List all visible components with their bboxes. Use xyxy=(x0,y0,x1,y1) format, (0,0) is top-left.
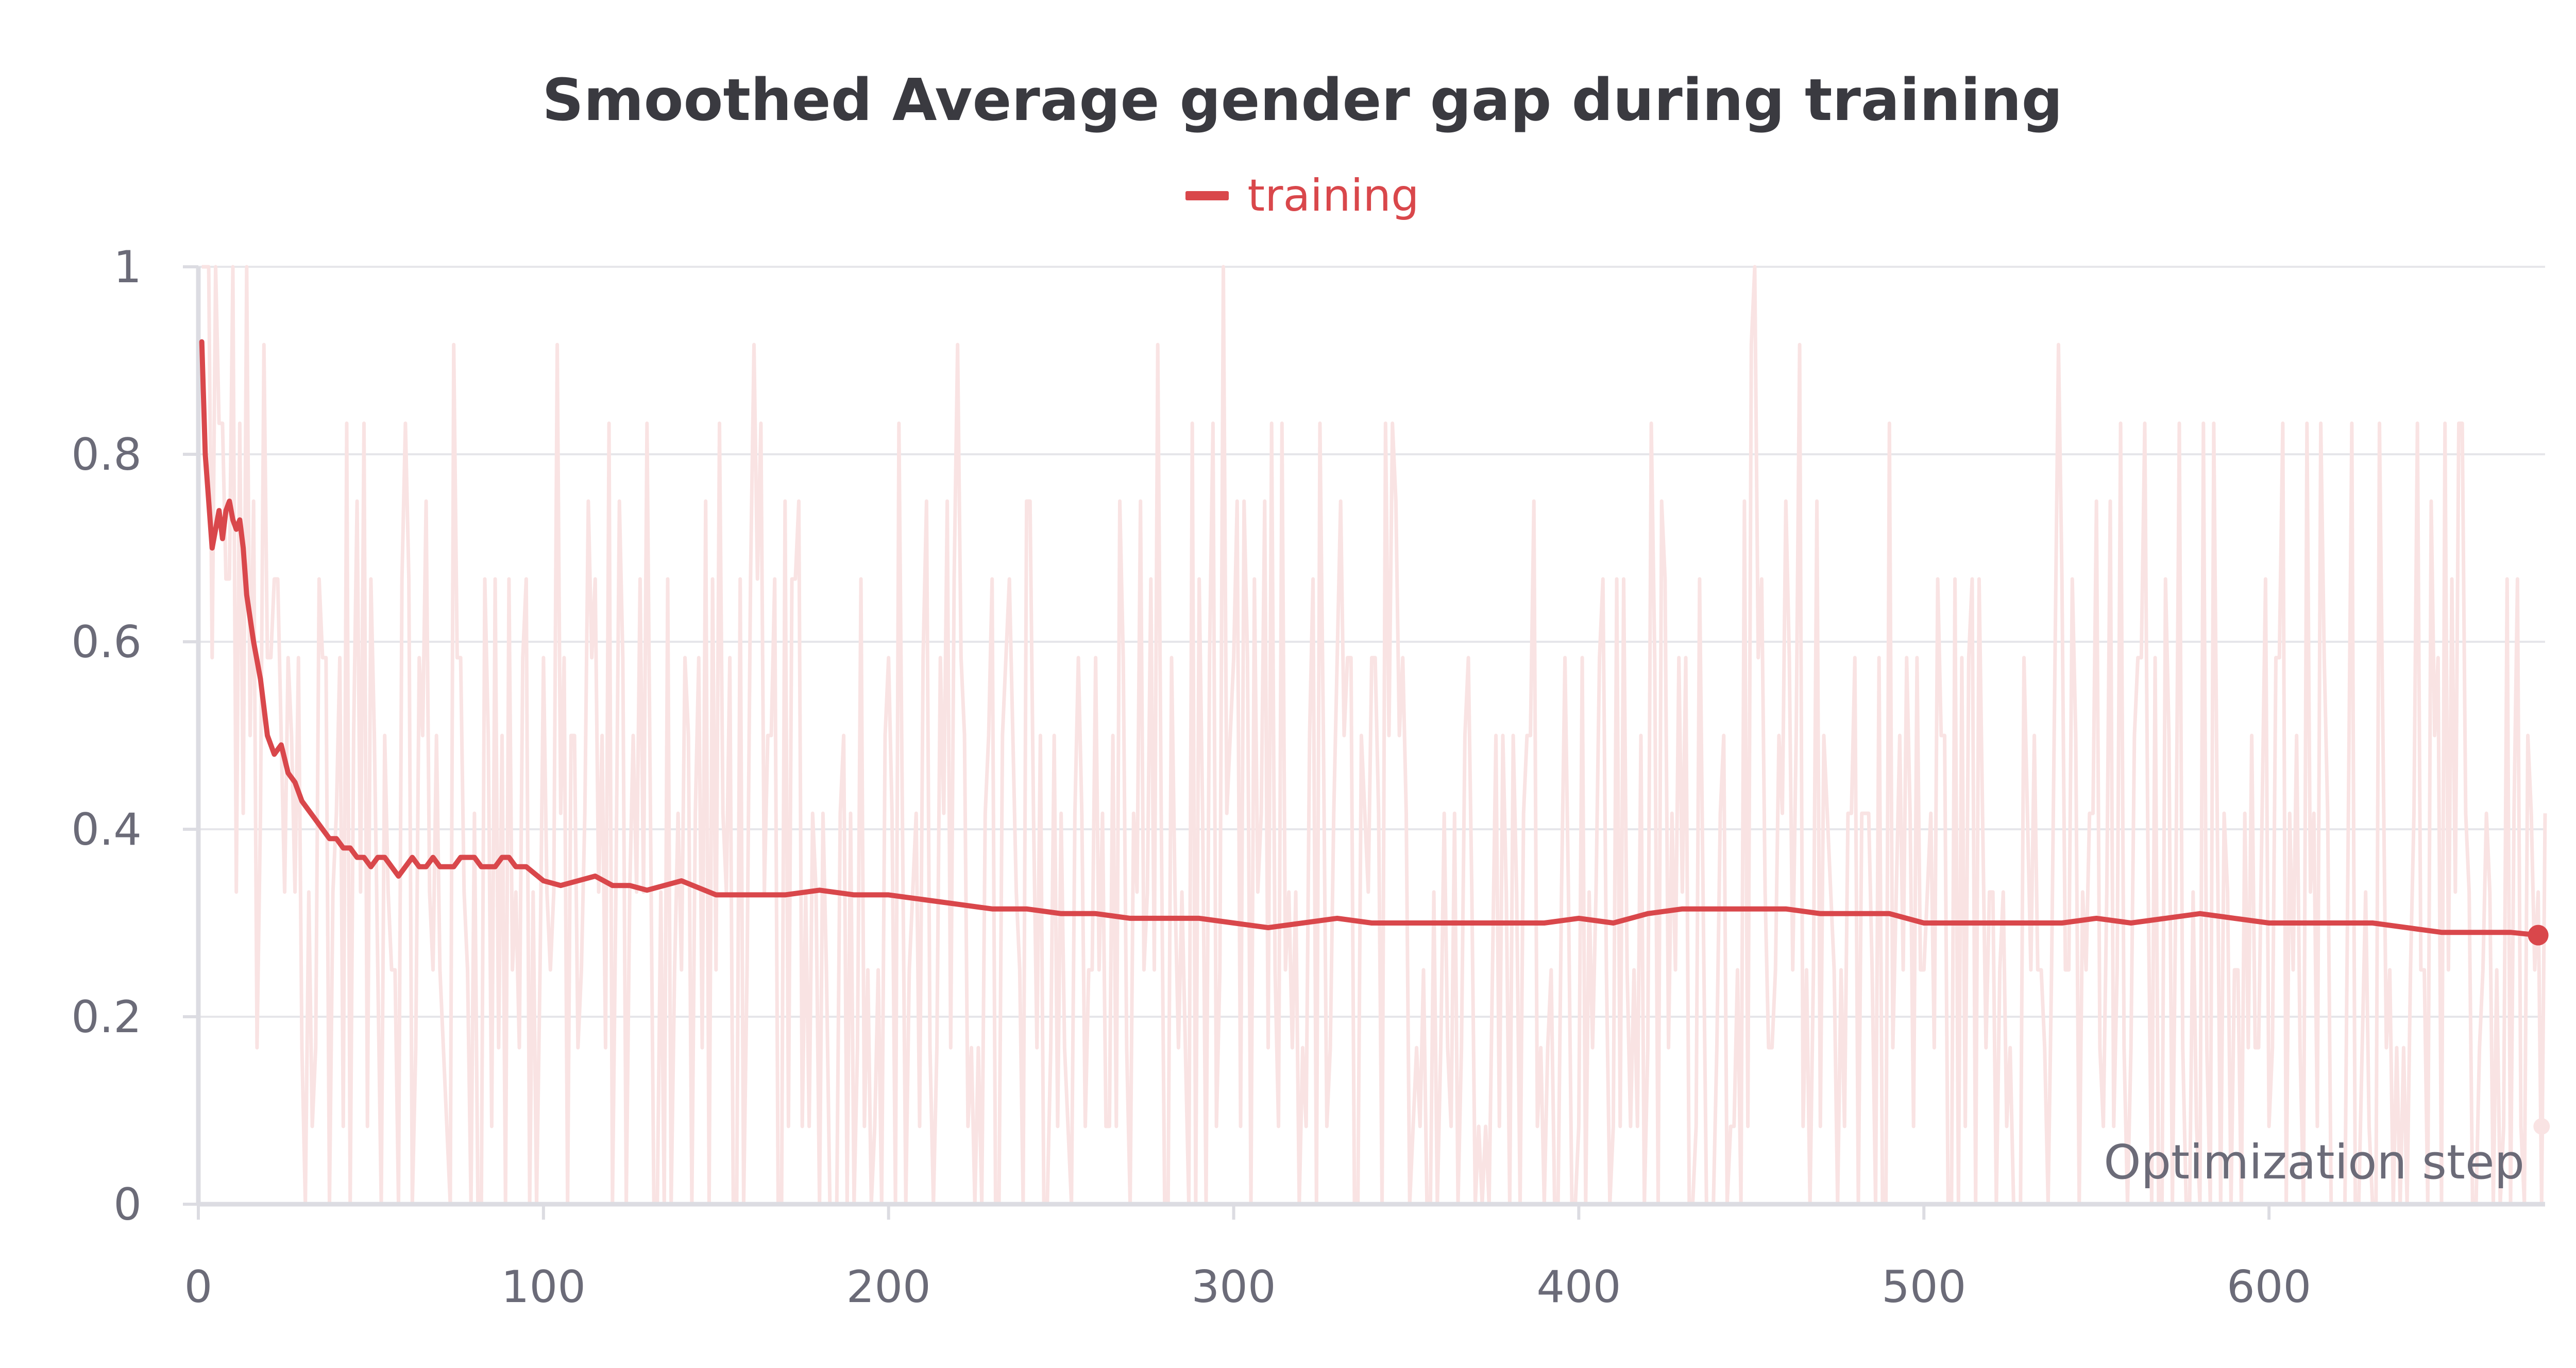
legend[interactable]: training xyxy=(0,170,2576,221)
x-axis-title: Optimization step xyxy=(2104,1135,2524,1190)
y-tick-label-3: 0.6 xyxy=(71,617,142,668)
y-tick-label-0: 0 xyxy=(113,1179,142,1230)
raw-series-layer xyxy=(201,265,2550,1206)
chart-title: Smoothed Average gender gap during train… xyxy=(542,67,2063,134)
x-tick-label-0: 0 xyxy=(184,1261,213,1313)
series-endpoint-training[interactable] xyxy=(2528,925,2549,946)
y-tick-label-2: 0.4 xyxy=(71,804,142,856)
x-tick-label-3: 300 xyxy=(1191,1261,1276,1313)
axes xyxy=(183,265,2545,1220)
tick-labels: 0 100 200 300 400 500 600 0 0.2 0.4 0.6 0.8 1 Optimiz… xyxy=(71,242,2524,1313)
y-tick-label-1: 0.2 xyxy=(71,991,142,1043)
raw-series-line xyxy=(201,265,2547,1206)
x-tick-label-2: 200 xyxy=(846,1261,931,1313)
y-tick-label-4: 0.8 xyxy=(71,429,142,481)
x-tick-label-1: 100 xyxy=(501,1261,586,1313)
legend-label-training: training xyxy=(1247,170,1419,221)
series-line-training[interactable] xyxy=(199,339,2541,938)
x-tick-label-4: 400 xyxy=(1536,1261,1621,1313)
x-tick-label-5: 500 xyxy=(1882,1261,1966,1313)
raw-series-endpoint xyxy=(2533,1118,2550,1135)
x-tick-label-6: 600 xyxy=(2227,1261,2311,1313)
legend-swatch-training xyxy=(1185,191,1229,200)
smoothed-series-layer xyxy=(199,339,2549,946)
y-tick-label-5: 1 xyxy=(113,242,142,293)
